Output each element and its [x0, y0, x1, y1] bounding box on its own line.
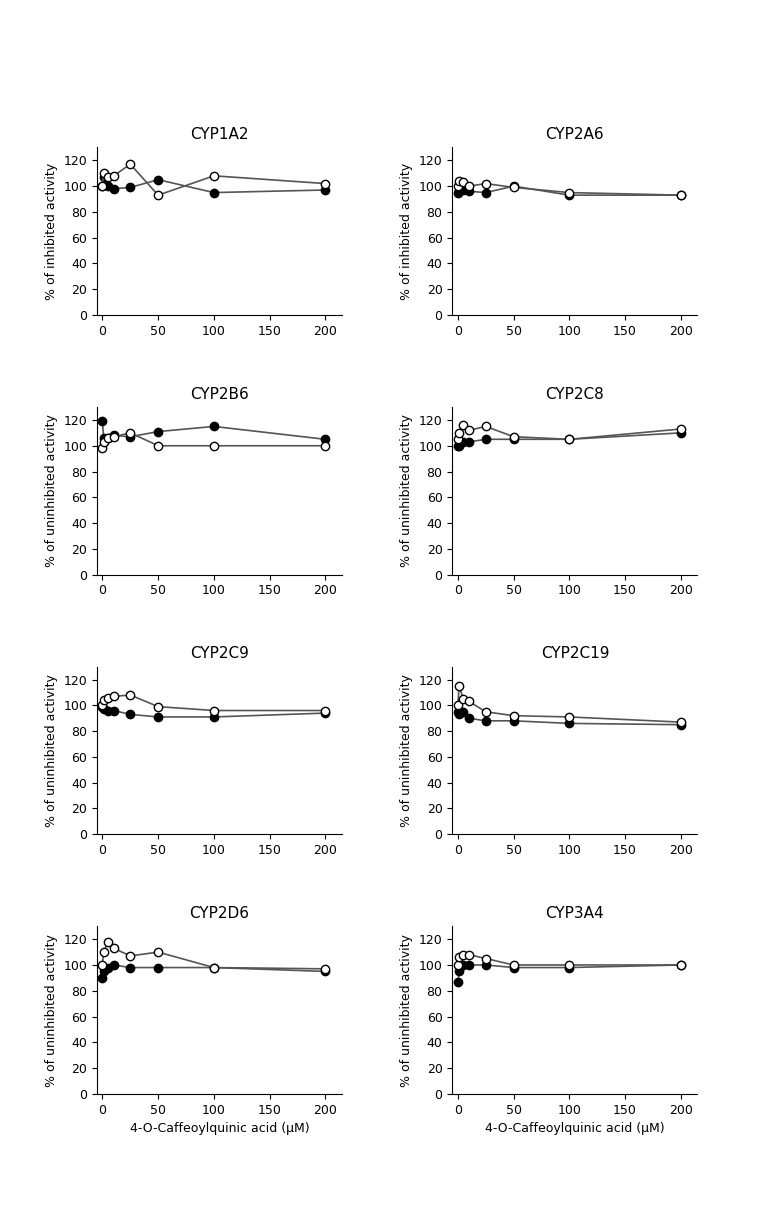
Y-axis label: % of uninhibited activity: % of uninhibited activity	[400, 414, 413, 568]
Title: CYP2D6: CYP2D6	[189, 906, 250, 921]
Title: CYP2C8: CYP2C8	[546, 387, 605, 402]
Title: CYP2A6: CYP2A6	[546, 127, 605, 143]
Y-axis label: % of uninhibited activity: % of uninhibited activity	[45, 414, 57, 568]
Y-axis label: % of inhibited activity: % of inhibited activity	[45, 162, 57, 300]
Y-axis label: % of inhibited activity: % of inhibited activity	[400, 162, 413, 300]
X-axis label: 4-O-Caffeoylquinic acid (μM): 4-O-Caffeoylquinic acid (μM)	[485, 1122, 665, 1136]
Y-axis label: % of uninhibited activity: % of uninhibited activity	[400, 673, 413, 827]
Y-axis label: % of uninhibited activity: % of uninhibited activity	[45, 934, 57, 1086]
Title: CYP3A4: CYP3A4	[546, 906, 605, 921]
Title: CYP2C19: CYP2C19	[541, 646, 609, 661]
Title: CYP2B6: CYP2B6	[190, 387, 249, 402]
Title: CYP2C9: CYP2C9	[190, 646, 249, 661]
Y-axis label: % of uninhibited activity: % of uninhibited activity	[45, 673, 57, 827]
X-axis label: 4-O-Caffeoylquinic acid (μM): 4-O-Caffeoylquinic acid (μM)	[129, 1122, 309, 1136]
Y-axis label: % of uninhibited activity: % of uninhibited activity	[400, 934, 413, 1086]
Title: CYP1A2: CYP1A2	[190, 127, 249, 143]
